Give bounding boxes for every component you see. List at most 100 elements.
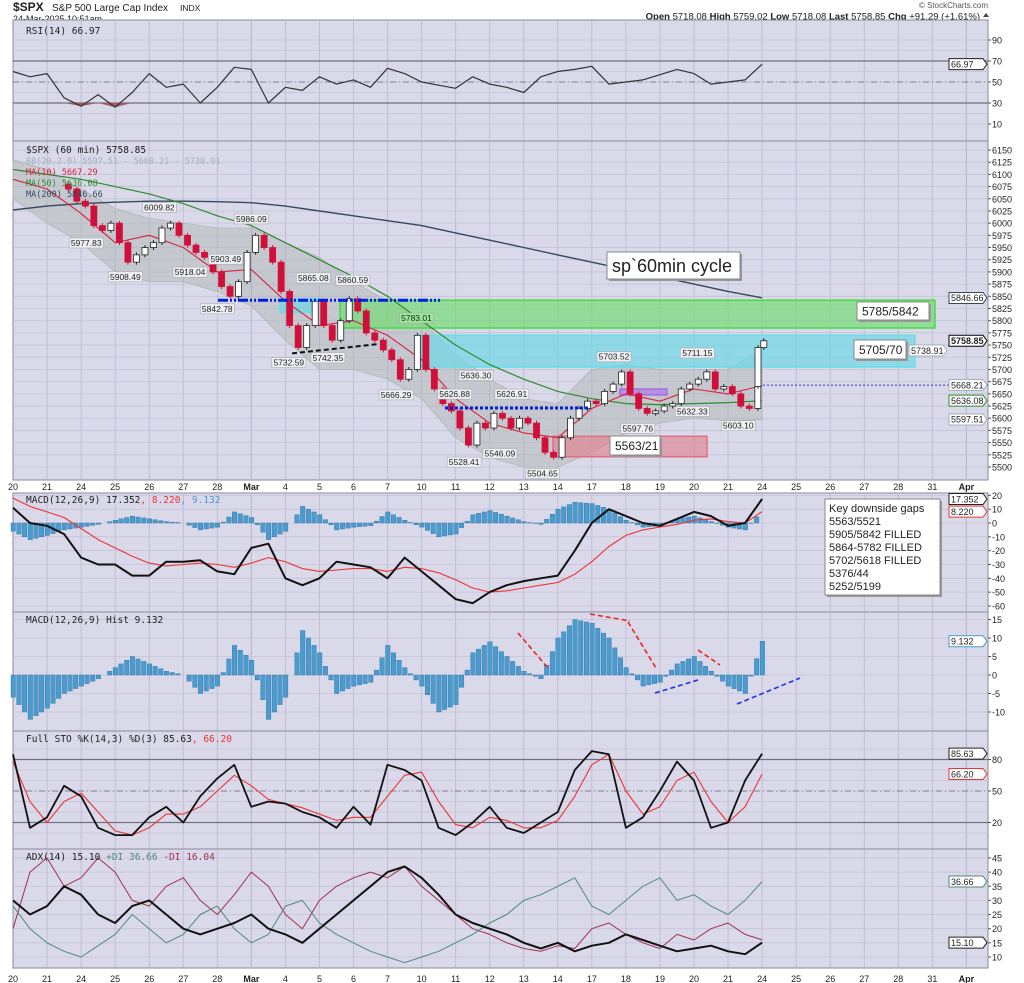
candle-body-down <box>507 417 515 429</box>
macd-hist-bar <box>470 514 476 524</box>
value-badge-text: 85.63 <box>951 749 974 759</box>
candle <box>592 398 600 407</box>
divergence-line-blue <box>736 677 801 705</box>
macd-hist-bar <box>317 514 323 524</box>
hist-bar <box>260 674 266 700</box>
y-tick-label: 20 <box>992 818 1002 828</box>
price-label-box <box>296 272 331 284</box>
open-label: Open <box>646 12 670 23</box>
price-label: 5783.01 <box>399 312 434 324</box>
candle-body-down <box>286 291 294 326</box>
candle <box>430 367 438 392</box>
candle-body-down <box>81 200 89 207</box>
value-badge: 66.20 <box>948 767 988 780</box>
hist-bar <box>175 673 181 676</box>
candle-body-down <box>354 298 362 312</box>
macd-legend-value: MACD(12,26,9) 17.352 <box>26 495 140 506</box>
macd-hist-bar <box>254 522 260 526</box>
hist-bar <box>16 674 22 705</box>
y-tick-label: 50 <box>992 78 1002 88</box>
value-badge: 85.63 <box>948 747 988 760</box>
candle-body-down <box>260 234 268 248</box>
x-tick-label: 25 <box>110 482 120 492</box>
hist-bar <box>561 631 567 676</box>
macd-hist-bar <box>635 522 640 526</box>
candle-body-down <box>124 242 132 263</box>
candle <box>328 323 336 343</box>
y-tick-label: 5700 <box>992 365 1012 375</box>
candle <box>516 415 523 431</box>
hist-bar <box>555 637 561 676</box>
price-label-box <box>458 370 494 381</box>
price-label-text: 5528.41 <box>449 457 480 467</box>
candle <box>252 232 260 255</box>
top-date-axis: 20 21 24 25 26 27 28 Mar 4 5 6 7 10 11 12 13 14 17 18 19 20 2… <box>8 482 975 492</box>
macd-hist-bar <box>78 522 84 528</box>
candle <box>677 386 685 407</box>
price-label-box <box>271 357 307 368</box>
candle <box>703 369 711 382</box>
macd-hist-bar <box>493 512 499 524</box>
price-label-box <box>378 389 414 401</box>
hist-bar <box>61 674 67 694</box>
value-badge: 5597.51 <box>948 413 988 426</box>
macd-hist-bar <box>186 522 192 526</box>
candle <box>456 408 464 431</box>
macd-hist-bar <box>164 521 169 524</box>
candle <box>124 240 132 265</box>
price-label: 5977.83 <box>68 237 104 249</box>
last-value: 5758.85 <box>851 12 885 23</box>
hist-bar <box>538 674 544 679</box>
hist-bar <box>27 674 33 720</box>
y-tick-label: 6000 <box>992 219 1012 229</box>
hist-bar <box>601 632 606 676</box>
candle <box>286 288 294 329</box>
price-label: 5903.49 <box>208 253 244 265</box>
adx-legend-pdi: +DI 36.66 <box>106 852 158 863</box>
macd-hist-bar <box>124 517 130 524</box>
rsi-panel: 90 70 50 30 10 <box>12 19 1002 142</box>
divergence-line-red <box>589 613 631 622</box>
macd-hist-bar <box>152 519 158 524</box>
candle-body-down <box>465 427 472 446</box>
price-label: 5860.59 <box>335 274 371 286</box>
macd-hist-bar <box>459 522 465 528</box>
hist-bar <box>356 674 362 686</box>
x-tick-label: 26 <box>825 482 835 492</box>
value-badge-text: 66.97 <box>951 59 974 69</box>
value-badge: 8.220 <box>948 505 988 518</box>
macd-hist-bar <box>589 503 595 524</box>
y-tick-label: 20 <box>992 924 1002 934</box>
x-tick-label: Mar <box>243 974 260 983</box>
hist-bar <box>402 667 408 676</box>
candle-body-down <box>98 225 106 231</box>
macd-hist-bar <box>107 521 113 524</box>
x-tick-label: 31 <box>927 974 937 983</box>
candle <box>192 242 200 255</box>
candle-body-up <box>473 422 481 446</box>
candle-body-down <box>192 244 200 253</box>
y-tick-label: 30 <box>992 99 1002 109</box>
value-badge-box <box>948 747 988 760</box>
key-gap-item: 5864-5782 FILLED <box>829 542 922 554</box>
x-tick-label: 27 <box>178 974 188 983</box>
x-tick-label: 6 <box>351 482 356 492</box>
hist-bar <box>300 630 306 676</box>
adx-plot-area <box>12 848 989 969</box>
x-tick-label: 24 <box>757 974 767 983</box>
hist-bar <box>459 674 465 688</box>
resistance-zone-green <box>339 299 936 329</box>
price-label-text: 5903.49 <box>210 254 241 264</box>
collapse-arrow-icon[interactable] <box>983 13 989 17</box>
candle <box>243 249 251 285</box>
hist-bar <box>447 674 453 708</box>
ma10-legend: MA(10) 5667.29 <box>26 168 98 178</box>
candle <box>626 369 634 397</box>
candle-body-down <box>728 386 736 395</box>
y-tick-label: -10 <box>992 532 1005 542</box>
macd-hist-bar <box>294 514 300 524</box>
adx-legend-mdi: -DI 16.04 <box>163 852 215 863</box>
hist-bar <box>164 671 169 676</box>
value-badge: 5636.08 <box>948 394 988 407</box>
macd-hist-bar <box>220 521 226 524</box>
